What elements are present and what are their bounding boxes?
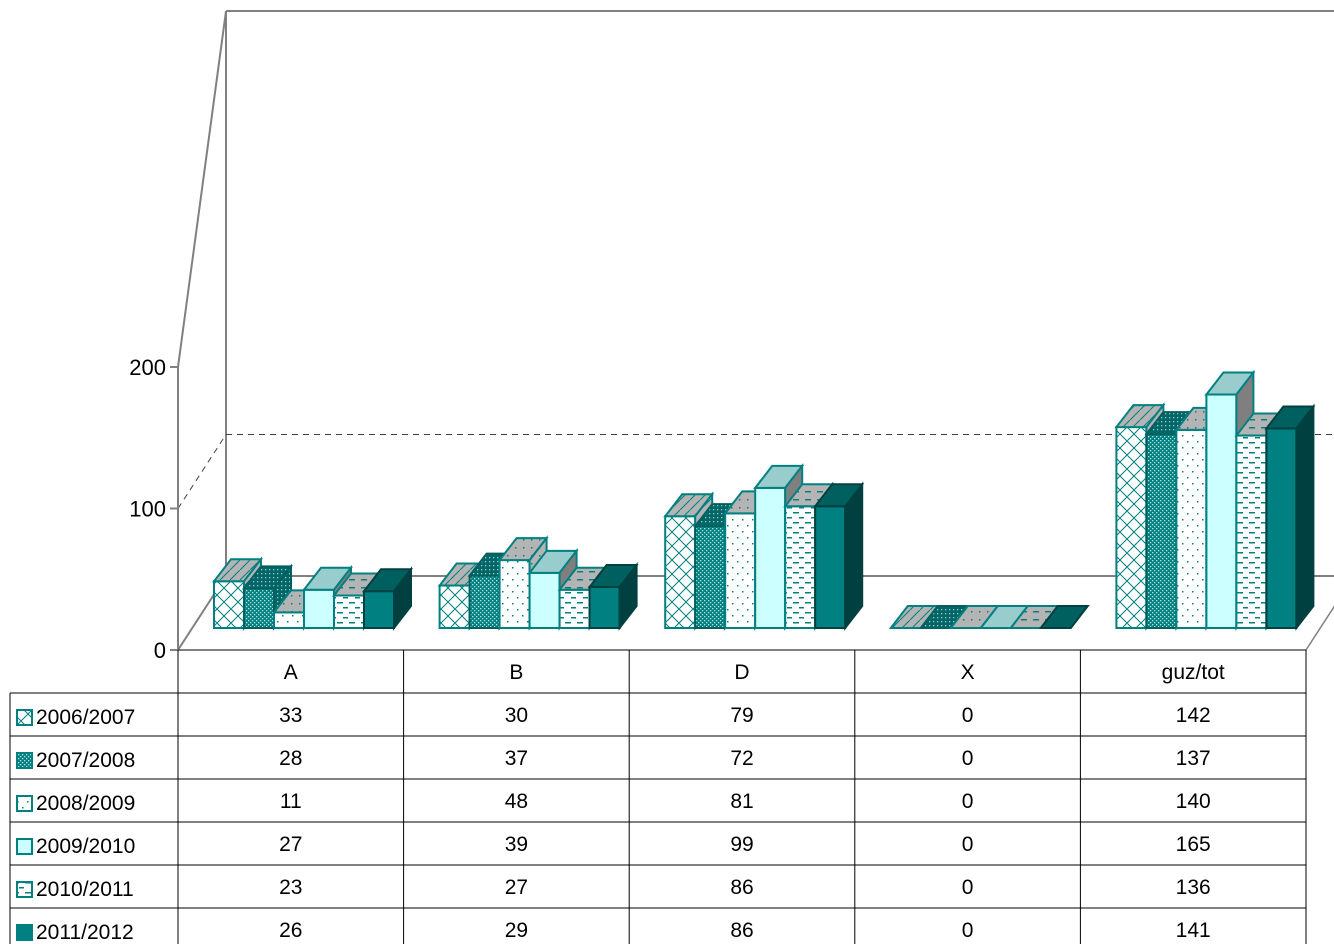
y-tick-label: 100	[129, 497, 166, 522]
table-cell: 165	[1176, 833, 1211, 856]
table-cell: 141	[1176, 919, 1211, 942]
table-cell: 72	[730, 747, 753, 770]
bar-guz-tot-2011-2012	[1264, 403, 1316, 631]
table-cell: 0	[962, 747, 974, 770]
legend-label-2008-2009: 2008/2009	[36, 792, 135, 815]
legend-swatch-2009-2010	[16, 838, 33, 855]
table-cell: 48	[505, 790, 528, 813]
table-cell: 142	[1176, 704, 1211, 727]
table-cell: 23	[279, 876, 302, 899]
legend-swatch-2008-2009	[16, 795, 33, 812]
floor-right-edge	[1305, 605, 1334, 651]
table-cell: 28	[279, 747, 302, 770]
legend-label-2009-2010: 2009/2010	[36, 835, 135, 858]
legend-label-2010-2011: 2010/2011	[36, 878, 134, 901]
table-cell: 137	[1176, 747, 1211, 770]
table-cell: 0	[962, 704, 974, 727]
category-label-b: B	[509, 661, 523, 684]
legend-swatch-2010-2011	[16, 881, 33, 898]
table-cell: 37	[505, 747, 528, 770]
table-cell: 0	[962, 876, 974, 899]
table-cell: 136	[1176, 876, 1211, 899]
table-cell: 140	[1176, 790, 1211, 813]
table-cell: 81	[730, 790, 753, 813]
table-cell: 27	[279, 833, 302, 856]
table-cell: 29	[505, 919, 528, 942]
table-cell: 26	[279, 919, 302, 942]
table-cell: 0	[962, 919, 974, 942]
table-cell: 0	[962, 833, 974, 856]
y-tick-label: 200	[129, 355, 166, 380]
table-cell: 30	[505, 704, 528, 727]
category-label-a: A	[284, 661, 298, 684]
bar-x-2011-2012	[1038, 605, 1090, 629]
table-cell: 86	[730, 919, 753, 942]
table-cell: 79	[730, 704, 753, 727]
table-cell: 86	[730, 876, 753, 899]
unused	[178, 11, 226, 650]
legend-swatch-2006-2007	[16, 709, 33, 726]
table-cell: 11	[280, 790, 302, 813]
table-cell: 27	[505, 876, 528, 899]
legend-label-2006-2007: 2006/2007	[36, 706, 135, 729]
y-axis: 0 100 200	[129, 10, 227, 663]
legend-label-2011-2012: 2011/2012	[36, 921, 134, 944]
y-tick-label: 0	[154, 638, 166, 663]
gridline-diag	[177, 434, 227, 509]
table-cell: 0	[962, 790, 974, 813]
bar-a-2011-2012	[361, 566, 414, 631]
table-cell: 99	[730, 833, 753, 856]
bars	[211, 369, 1316, 631]
legend-swatch-2011-2012	[16, 924, 33, 941]
bar-d-2011-2012	[813, 481, 865, 631]
category-label-d: D	[734, 661, 749, 684]
legend-label-2007-2008: 2007/2008	[36, 749, 135, 772]
bar-b-2011-2012	[587, 562, 639, 631]
table-cell: 39	[505, 833, 528, 856]
table-cell: 33	[279, 704, 302, 727]
category-label-guz-tot: guz/tot	[1162, 661, 1225, 684]
y-axis-top-diag	[177, 10, 227, 368]
category-label-x: X	[961, 661, 975, 684]
legend-swatch-2007-2008	[16, 752, 33, 769]
